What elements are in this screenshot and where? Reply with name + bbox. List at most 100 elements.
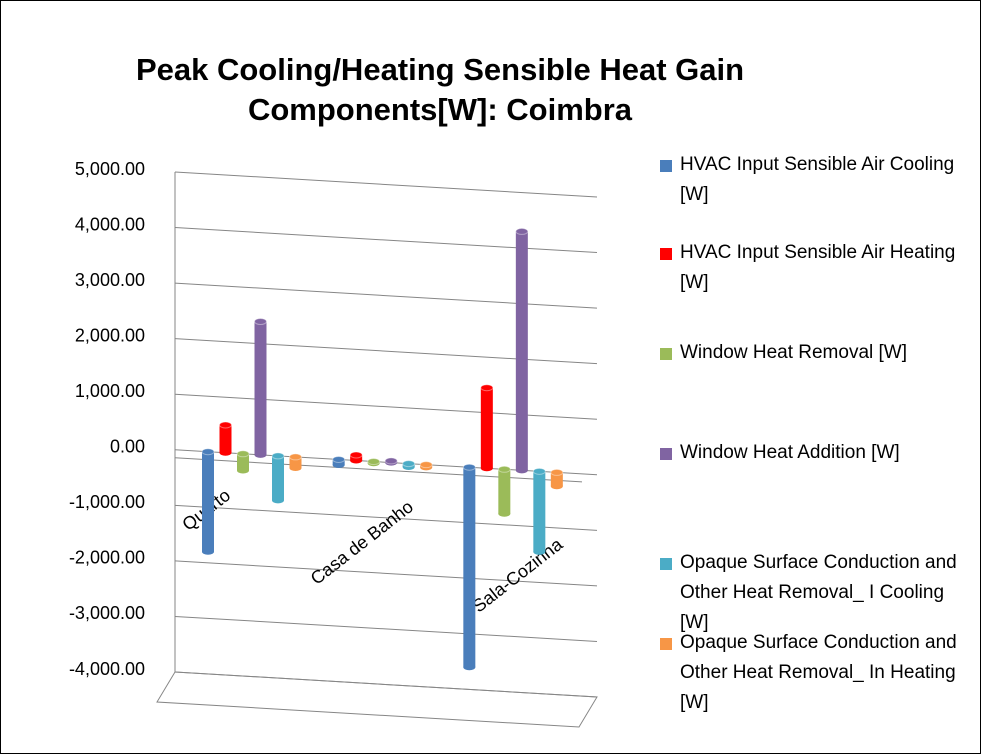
legend-label: Opaque Surface Conduction and Other Heat… <box>680 552 957 633</box>
grid-line <box>174 282 598 309</box>
bar <box>219 424 232 453</box>
bar <box>202 451 214 552</box>
legend-entry: Opaque Surface Conduction and Other Heat… <box>660 628 975 718</box>
legend-swatch <box>660 160 672 172</box>
legend-label: Window Heat Removal [W] <box>680 342 908 363</box>
legend-label: HVAC Input Sensible Air Heating [W] <box>680 242 956 293</box>
cylinder <box>201 448 215 555</box>
bar <box>515 231 528 471</box>
cylinder <box>532 467 546 555</box>
legend-label: Opaque Surface Conduction and Other Heat… <box>680 632 957 713</box>
bar <box>289 456 302 469</box>
cylinder-top <box>271 452 285 460</box>
y-tick-label: -2,000.00 <box>69 548 145 568</box>
grid-line <box>174 615 598 642</box>
cylinder-bottom <box>480 465 493 472</box>
cylinder-bottom <box>463 664 476 671</box>
y-tick-label: 0.00 <box>110 437 145 457</box>
y-tick-label: 5,000.00 <box>75 159 145 179</box>
y-tick-label: -3,000.00 <box>69 603 145 623</box>
cylinder-bottom <box>219 449 232 456</box>
x-tick-label: Sala-Cozinha <box>469 534 567 617</box>
legend-entry: Window Heat Addition [W] <box>660 438 975 468</box>
y-tick-label: 3,000.00 <box>75 270 145 290</box>
legend-swatch <box>660 448 672 460</box>
grid-line <box>174 171 598 198</box>
grid-line <box>174 671 598 698</box>
grid-line <box>174 227 598 254</box>
y-tick-label: -1,000.00 <box>69 492 145 512</box>
grid-line <box>174 560 598 587</box>
cylinder-bottom <box>237 467 249 474</box>
cylinder <box>254 318 267 458</box>
cylinder-top <box>254 318 267 326</box>
cylinder <box>515 227 529 474</box>
x-tick-label: Casa de Banho <box>307 496 417 588</box>
cylinder-top <box>515 227 529 235</box>
bar <box>533 471 546 552</box>
y-tick-label: 4,000.00 <box>75 214 145 234</box>
cylinder-top <box>219 421 232 429</box>
bar <box>550 472 563 487</box>
cylinder-bottom <box>332 462 345 469</box>
bar <box>254 321 267 455</box>
cylinder-bottom <box>350 457 363 464</box>
cylinder <box>289 453 302 472</box>
cylinder-top <box>289 453 302 461</box>
legend-label: Window Heat Addition [W] <box>680 442 900 463</box>
cylinder-bottom <box>272 497 284 504</box>
legend-entry: HVAC Input Sensible Air Cooling [W] <box>660 150 975 210</box>
bar <box>480 387 493 469</box>
cylinder-top <box>480 384 494 392</box>
cylinder-top <box>497 465 511 473</box>
cylinder-bottom <box>202 548 214 555</box>
cylinder-bottom <box>254 451 267 458</box>
legend-entry: HVAC Input Sensible Air Heating [W] <box>660 238 975 298</box>
cylinder <box>462 463 476 671</box>
legend-label: HVAC Input Sensible Air Cooling [W] <box>680 154 955 205</box>
cylinder-bottom <box>515 467 528 474</box>
floor <box>156 671 598 728</box>
y-tick-label: -4,000.00 <box>69 659 145 679</box>
cylinder <box>497 465 511 517</box>
cylinder-top <box>367 458 381 466</box>
bar <box>272 455 284 501</box>
cylinder <box>367 458 381 467</box>
grid-line <box>174 338 598 365</box>
cylinder <box>349 451 363 464</box>
cylinder <box>550 468 564 490</box>
cylinder-top <box>236 450 250 458</box>
y-tick-label: 2,000.00 <box>75 325 145 345</box>
cylinder-top <box>384 457 398 465</box>
y-tick-label: 1,000.00 <box>75 381 145 401</box>
grid-line <box>174 393 598 420</box>
cylinder <box>219 421 232 456</box>
cylinder-top <box>201 448 215 456</box>
bar <box>463 467 476 668</box>
cylinder-bottom <box>533 548 546 555</box>
bar <box>498 469 511 514</box>
cylinder-top <box>532 467 546 475</box>
grid-line <box>174 504 598 531</box>
legend-entry: Window Heat Removal [W] <box>660 338 975 368</box>
cylinder-top <box>462 463 476 471</box>
legend-swatch <box>660 638 672 650</box>
cylinder <box>236 450 250 474</box>
cylinder <box>384 457 398 466</box>
cylinder-top <box>332 455 346 463</box>
legend-swatch <box>660 348 672 360</box>
cylinder-top <box>550 468 564 476</box>
legend-swatch <box>660 248 672 260</box>
cylinder-top <box>402 460 416 468</box>
cylinder-top <box>419 461 433 469</box>
cylinder <box>332 455 346 469</box>
cylinder-bottom <box>550 483 563 490</box>
legend-entry: Opaque Surface Conduction and Other Heat… <box>660 548 975 638</box>
cylinder-top <box>349 451 363 459</box>
cylinder <box>402 460 416 470</box>
legend-swatch <box>660 558 672 570</box>
cylinder <box>480 384 494 472</box>
bar <box>237 453 249 471</box>
